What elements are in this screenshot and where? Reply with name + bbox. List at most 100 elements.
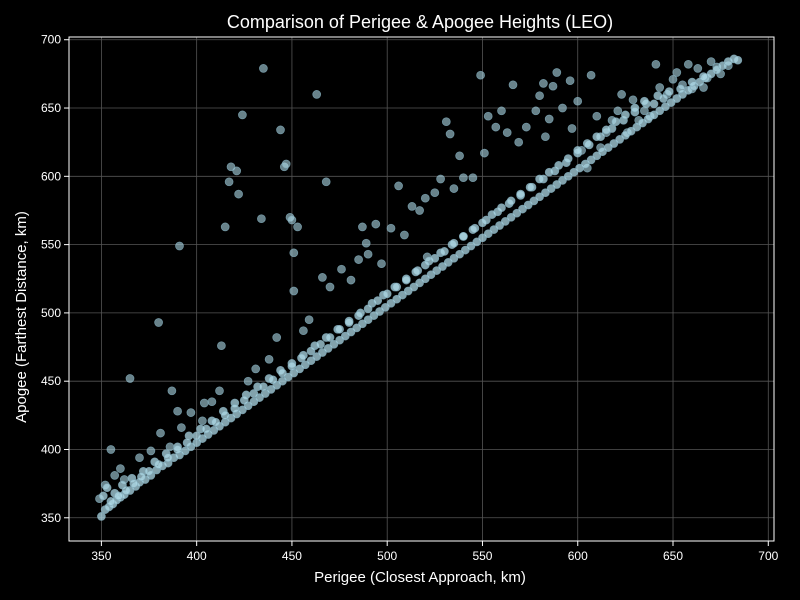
data-point — [363, 304, 373, 314]
data-point — [506, 196, 516, 206]
data-point — [156, 428, 165, 438]
data-point — [211, 417, 221, 427]
data-point — [257, 214, 266, 224]
data-point — [514, 137, 524, 147]
data-point — [441, 117, 451, 127]
data-point — [672, 68, 682, 77]
data-point — [582, 139, 592, 148]
data-point — [234, 189, 243, 199]
data-point — [287, 215, 297, 225]
data-point — [651, 59, 661, 69]
data-point — [480, 148, 489, 158]
data-point — [354, 255, 363, 264]
data-point — [567, 124, 577, 133]
data-point — [106, 445, 116, 454]
x-tick-label: 400 — [187, 549, 207, 563]
data-point — [407, 202, 417, 211]
data-point — [144, 466, 154, 476]
data-point — [215, 386, 224, 396]
data-point — [613, 106, 623, 116]
data-point — [516, 189, 525, 199]
data-point — [224, 177, 234, 187]
data-point — [617, 90, 626, 99]
data-point — [230, 404, 240, 413]
data-point — [377, 259, 386, 269]
data-point — [373, 296, 383, 305]
data-point — [186, 408, 196, 417]
data-point — [558, 103, 567, 113]
data-point — [325, 333, 335, 342]
data-point — [259, 64, 268, 73]
data-point — [346, 275, 356, 285]
data-point — [182, 438, 192, 448]
data-point — [699, 72, 708, 81]
data-point — [192, 431, 202, 441]
data-point — [251, 364, 261, 374]
plot-area-frame — [68, 36, 775, 542]
data-point — [491, 122, 501, 132]
data-point — [318, 273, 327, 282]
data-point — [525, 182, 535, 192]
data-point — [502, 128, 512, 137]
data-point — [430, 188, 440, 198]
data-point — [449, 184, 459, 193]
data-point — [312, 90, 322, 99]
data-point — [272, 333, 282, 342]
data-point — [420, 260, 430, 270]
x-axis-label: Perigee (Closest Approach, km) — [314, 569, 526, 586]
data-point — [508, 80, 518, 90]
data-point — [243, 376, 253, 386]
x-tick-label: 700 — [758, 549, 778, 563]
data-point — [400, 230, 409, 240]
data-point — [163, 453, 173, 463]
x-tick-label: 500 — [377, 549, 397, 563]
data-point — [541, 132, 550, 142]
data-point — [468, 225, 478, 234]
data-point — [371, 219, 381, 229]
data-point — [640, 96, 649, 106]
data-point — [268, 375, 278, 385]
data-point — [621, 110, 630, 120]
data-point — [392, 282, 402, 292]
data-point — [125, 374, 135, 383]
data-point — [238, 110, 247, 120]
data-point — [299, 326, 308, 336]
data-point — [539, 79, 548, 88]
data-point — [586, 70, 596, 80]
data-point — [733, 55, 743, 65]
data-point — [306, 346, 316, 356]
data-point — [175, 241, 184, 251]
data-point — [497, 203, 506, 213]
data-point — [321, 177, 331, 187]
y-tick-label: 550 — [41, 238, 61, 252]
data-point — [325, 282, 335, 292]
data-point — [287, 361, 297, 371]
y-tick-label: 500 — [41, 306, 61, 320]
data-point — [459, 232, 468, 241]
data-point — [167, 386, 177, 396]
data-point — [337, 264, 346, 274]
data-point — [483, 111, 493, 121]
data-point — [630, 103, 640, 113]
data-point — [293, 222, 302, 232]
data-point — [289, 286, 299, 296]
data-point — [468, 173, 478, 183]
data-point — [411, 267, 421, 277]
data-point — [592, 111, 602, 121]
y-tick-label: 450 — [41, 374, 61, 388]
grid-lines — [69, 37, 774, 541]
data-point — [278, 368, 287, 378]
data-point — [358, 222, 367, 232]
data-point — [552, 68, 562, 77]
x-tick-label: 450 — [282, 549, 302, 563]
y-axis-label: Apogee (Farthest Distance, km) — [13, 211, 30, 423]
data-point — [628, 95, 638, 105]
data-point — [281, 159, 291, 169]
x-tick-label: 350 — [91, 549, 111, 563]
data-point — [217, 341, 226, 351]
data-point — [693, 64, 703, 73]
data-point — [476, 70, 485, 80]
chart-title: Comparison of Perigee & Apogee Heights (… — [227, 12, 613, 32]
data-point — [382, 289, 392, 299]
data-point — [102, 483, 112, 493]
